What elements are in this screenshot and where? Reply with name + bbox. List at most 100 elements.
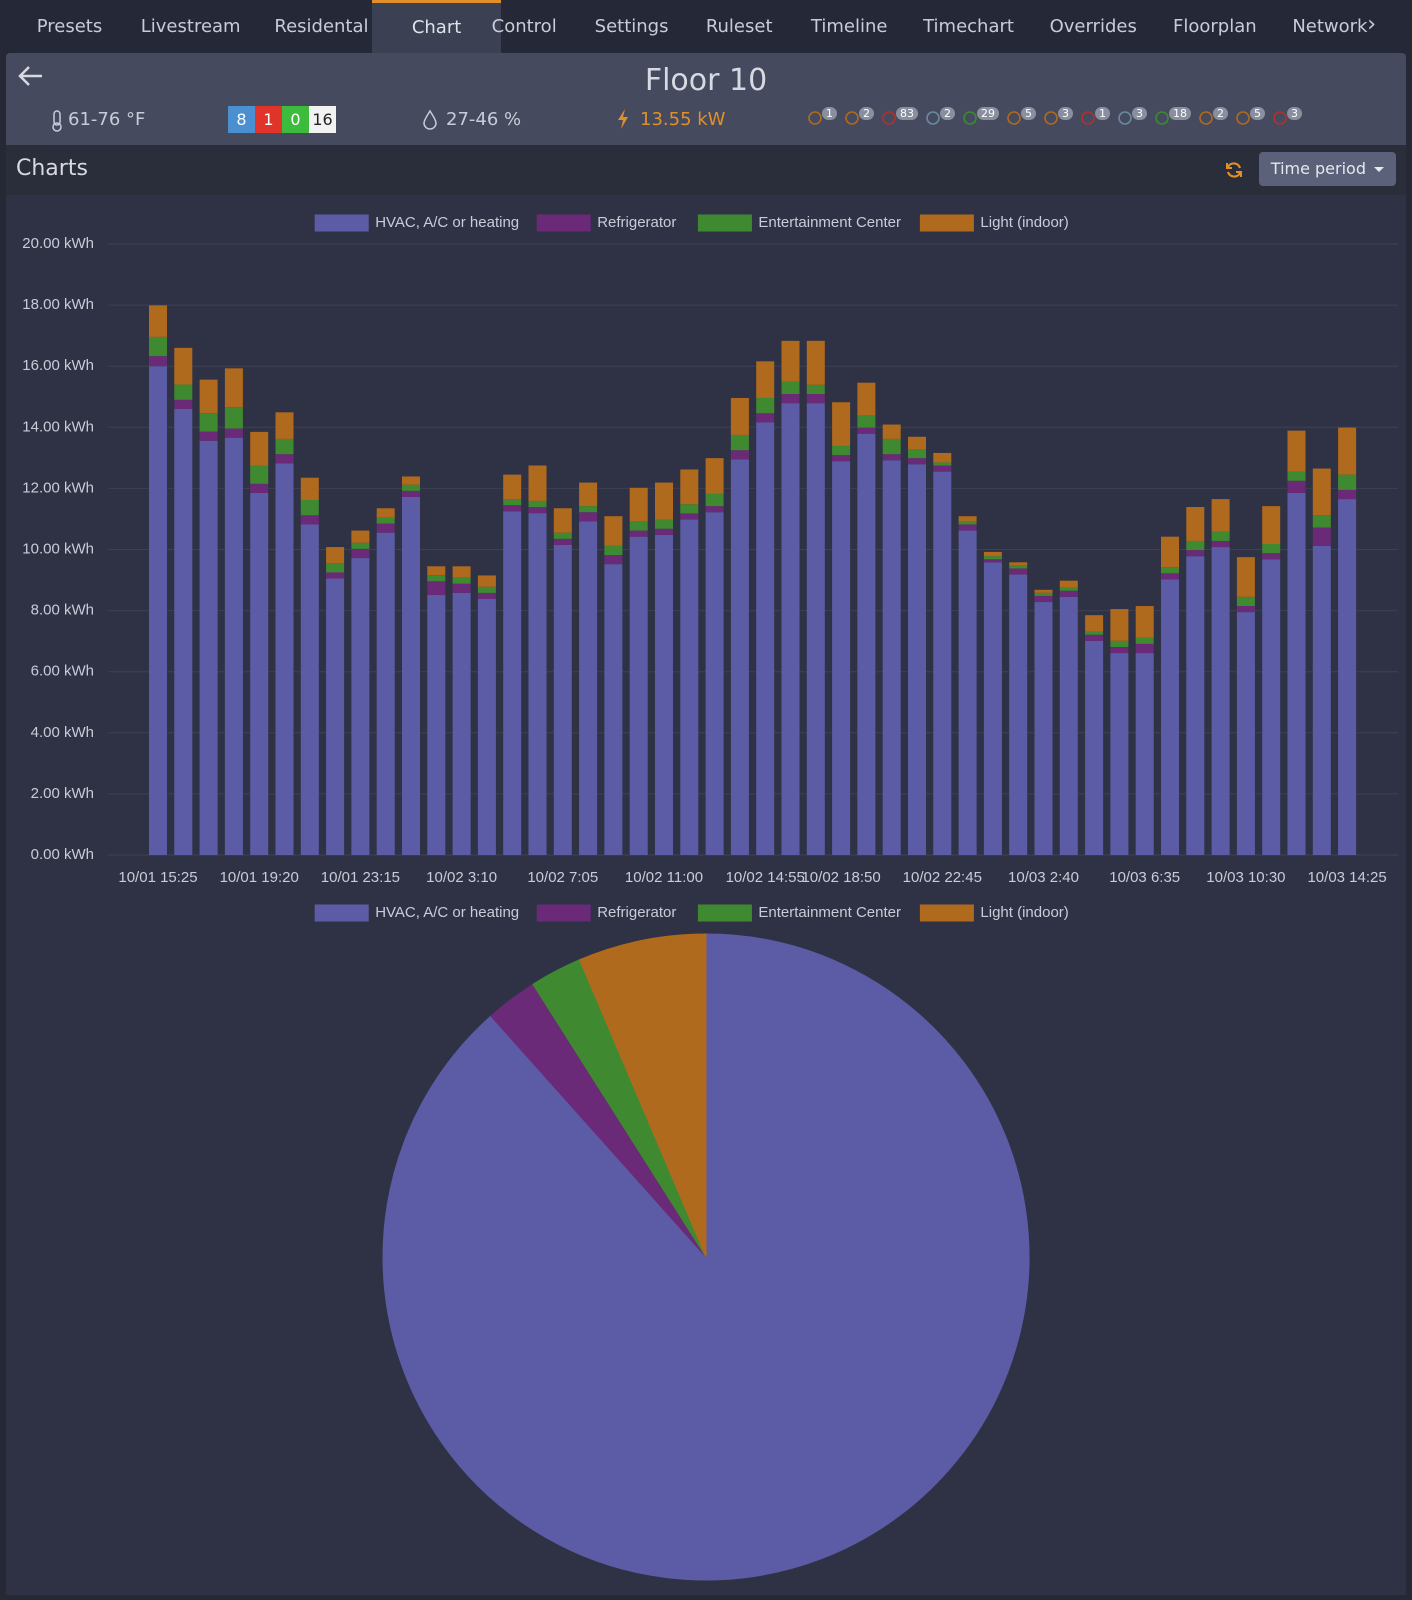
bar-segment bbox=[275, 438, 294, 455]
bar-segment bbox=[933, 465, 952, 472]
bar-segment bbox=[224, 407, 243, 429]
nav-tab[interactable]: Ruleset bbox=[705, 16, 773, 37]
bar-segment bbox=[781, 340, 800, 382]
bar-segment bbox=[553, 538, 572, 545]
bar-segment bbox=[1110, 609, 1129, 641]
bar-segment bbox=[730, 450, 749, 460]
x-tick-label: 10/02 14:55 bbox=[726, 869, 805, 886]
device-count[interactable]: 3 bbox=[1116, 107, 1147, 127]
device-count[interactable]: 2 bbox=[924, 107, 955, 127]
x-tick-label: 10/03 14:25 bbox=[1307, 869, 1386, 886]
bar-segment bbox=[1236, 606, 1255, 613]
y-tick-label: 18.00 kWh bbox=[22, 296, 94, 313]
legend-label: Light (indoor) bbox=[980, 904, 1068, 921]
bar-segment bbox=[1009, 565, 1028, 569]
bar-segment bbox=[629, 521, 648, 531]
bar-segment bbox=[275, 412, 294, 439]
back-button[interactable] bbox=[16, 63, 46, 89]
device-count[interactable]: 2 bbox=[843, 107, 874, 127]
bar-segment bbox=[300, 524, 319, 855]
nav-tab[interactable]: Overrides bbox=[1049, 16, 1137, 37]
nav-tab[interactable]: Floorplan bbox=[1173, 16, 1257, 37]
device-count[interactable]: 3 bbox=[1042, 107, 1073, 127]
bar-segment bbox=[933, 452, 952, 463]
count: 3 bbox=[1287, 107, 1302, 120]
bar-segment bbox=[224, 368, 243, 408]
device-count[interactable]: 3 bbox=[1271, 107, 1302, 127]
bar-segment bbox=[1338, 499, 1357, 855]
bar-segment bbox=[174, 384, 193, 400]
legend-label: HVAC, A/C or heating bbox=[375, 904, 519, 921]
bar-segment bbox=[1110, 646, 1129, 654]
bar-segment bbox=[351, 558, 370, 855]
bar-segment bbox=[1059, 580, 1078, 588]
bar-segment bbox=[604, 516, 623, 546]
bar-segment bbox=[427, 575, 446, 582]
bar-segment bbox=[503, 474, 522, 500]
humidity: 27-46 % bbox=[446, 109, 522, 130]
legend-swatch bbox=[919, 904, 974, 922]
badge-group: 8 1 0 16 bbox=[228, 106, 336, 133]
nav-tab[interactable]: Network bbox=[1292, 16, 1368, 37]
bar-segment bbox=[756, 413, 775, 423]
bar-segment bbox=[1312, 527, 1331, 546]
bar-segment bbox=[326, 547, 345, 564]
bar-segment bbox=[1236, 612, 1255, 855]
nav-tab[interactable]: Settings bbox=[594, 16, 669, 37]
bar-segment bbox=[1161, 579, 1179, 855]
bar-segment bbox=[832, 455, 851, 462]
nav-tab[interactable]: Control bbox=[491, 16, 557, 37]
legend-swatch bbox=[697, 904, 752, 922]
refresh-button[interactable] bbox=[1224, 160, 1244, 180]
device-count[interactable]: 5 bbox=[1005, 107, 1036, 127]
page-title: Floor 10 bbox=[644, 63, 768, 98]
bar-segment bbox=[1009, 568, 1028, 575]
bar-segment bbox=[730, 397, 749, 435]
device-count[interactable]: 83 bbox=[880, 107, 918, 127]
bar-segment bbox=[756, 422, 775, 855]
nav-tab[interactable]: Chart bbox=[371, 0, 502, 53]
nav-tab[interactable]: Presets bbox=[36, 16, 103, 37]
status-badge: 16 bbox=[309, 106, 336, 133]
bar-segment bbox=[503, 511, 522, 855]
bar-segment bbox=[174, 347, 193, 385]
bar-segment bbox=[427, 581, 446, 596]
legend-swatch bbox=[536, 904, 591, 922]
device-count[interactable]: 18 bbox=[1153, 107, 1191, 127]
nav-tab[interactable]: Residental bbox=[274, 16, 369, 37]
bar-segment bbox=[983, 559, 1002, 563]
bar-segment bbox=[1262, 553, 1281, 560]
bar-segment bbox=[1135, 653, 1154, 855]
bar-segment bbox=[958, 521, 977, 525]
more-tabs[interactable]: › bbox=[1367, 12, 1376, 37]
bar-segment bbox=[477, 575, 496, 587]
bar-segment bbox=[1059, 587, 1078, 591]
device-icon bbox=[845, 111, 859, 125]
nav-tab[interactable]: Livestream bbox=[140, 16, 241, 37]
device-icon bbox=[808, 111, 822, 125]
bar-segment bbox=[579, 512, 598, 522]
device-count[interactable]: 1 bbox=[1079, 107, 1110, 127]
count: 2 bbox=[1213, 107, 1228, 120]
nav-tab[interactable]: Timeline bbox=[810, 16, 888, 37]
device-count[interactable]: 1 bbox=[806, 107, 837, 127]
bar-segment bbox=[528, 500, 547, 508]
bar-segment bbox=[908, 458, 926, 465]
device-icon bbox=[1007, 111, 1021, 125]
x-tick-label: 10/03 6:35 bbox=[1109, 869, 1180, 886]
device-count[interactable]: 29 bbox=[961, 107, 999, 127]
bar-segment bbox=[149, 366, 167, 855]
count: 2 bbox=[859, 107, 874, 120]
device-icon bbox=[963, 111, 977, 125]
bar-segment bbox=[705, 458, 724, 494]
device-count[interactable]: 5 bbox=[1234, 107, 1265, 127]
time-period-button[interactable]: Time period bbox=[1258, 152, 1396, 186]
bar-segment bbox=[553, 544, 572, 855]
bar-segment bbox=[199, 431, 218, 441]
nav-tab[interactable]: Timechart bbox=[923, 16, 1014, 37]
device-count[interactable]: 2 bbox=[1197, 107, 1228, 127]
charts: HVAC, A/C or heating Refrigerator Entertai… bbox=[6, 195, 1406, 1595]
bar-segment bbox=[655, 528, 673, 535]
bar-segment bbox=[503, 505, 522, 512]
